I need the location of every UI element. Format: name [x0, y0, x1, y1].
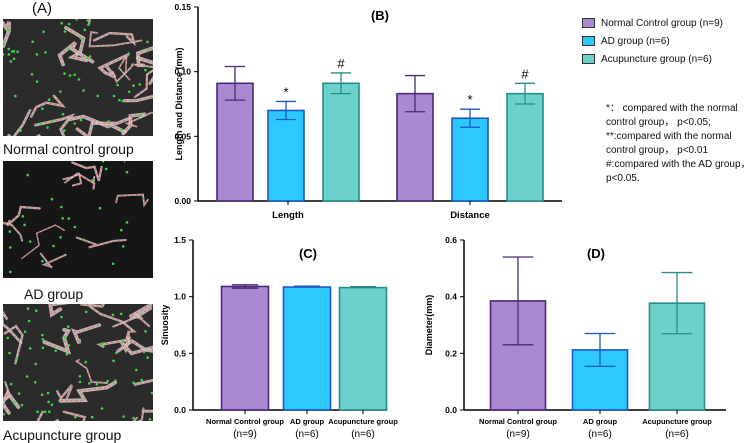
significance-mark: # [521, 66, 529, 81]
y-tick-label: 0.6 [445, 235, 457, 245]
legend-swatch [582, 36, 595, 46]
note-line: #:compared with the AD group， p<0.05. [606, 158, 753, 186]
chart-title: (D) [587, 246, 605, 261]
significance-mark: * [283, 84, 288, 99]
chart-title: (C) [299, 246, 317, 261]
legend-swatch [582, 18, 595, 28]
legend-item: Normal Control group (n=9) [582, 14, 723, 32]
legend-swatch [582, 54, 595, 64]
x-tick-n-label: (n=6) [588, 429, 612, 440]
x-tick-label: Distance [450, 210, 490, 221]
legend: Normal Control group (n=9) AD group (n=6… [582, 14, 723, 68]
y-tick-label: 1.5 [174, 235, 186, 245]
legend-item: Acupuncture group (n=6) [582, 50, 723, 68]
x-tick-label: Normal Control group [479, 417, 557, 426]
x-tick-n-label: (n=6) [295, 429, 319, 440]
chart-c: (C) 0.0 0.5 1.0 1.5 Sinuosity Normal Control g… [160, 235, 398, 440]
x-tick-label: Acupuncture group [642, 417, 712, 426]
y-tick-label: 0.00 [174, 196, 191, 206]
y-tick-label: 0.5 [174, 348, 186, 358]
bar [284, 287, 331, 410]
y-axis-label: Diameter(mm) [424, 295, 434, 356]
x-tick-label: Normal Control group [206, 417, 284, 426]
legend-label: Normal Control group (n=9) [601, 18, 723, 29]
bar [323, 83, 359, 201]
note-line: **:compared with the normal control grou… [606, 130, 753, 158]
x-tick-label: AD group [290, 417, 325, 426]
x-tick-label: AD group [583, 417, 618, 426]
y-tick-label: 0.0 [445, 405, 457, 415]
y-tick-label: 0.15 [174, 2, 191, 12]
bar [222, 286, 269, 410]
bar [507, 94, 543, 201]
x-tick-n-label: (n=6) [665, 429, 689, 440]
bar [268, 110, 304, 201]
x-tick-n-label: (n=9) [233, 429, 257, 440]
x-tick-n-label: (n=6) [351, 429, 375, 440]
legend-label: Acupuncture group (n=6) [601, 54, 712, 65]
significance-mark: # [337, 56, 345, 71]
x-tick-n-label: (n=9) [506, 429, 530, 440]
x-tick-label: Length [272, 210, 304, 221]
legend-item: AD group (n=6) [582, 32, 723, 50]
chart-title: (B) [371, 8, 389, 23]
y-tick-label: 0.0 [174, 405, 186, 415]
y-tick-label: 1.0 [174, 292, 186, 302]
bar [452, 118, 488, 201]
significance-mark: * [467, 92, 472, 107]
note-line: *： compared with the normal control grou… [606, 102, 753, 130]
chart-d: (D) 0.0 0.2 0.4 0.6 Diameter(mm) Normal Contro… [424, 235, 726, 440]
legend-label: AD group (n=6) [601, 36, 670, 47]
bar [340, 288, 387, 410]
y-tick-label: 0.2 [445, 348, 457, 358]
y-tick-label: 0.4 [445, 292, 457, 302]
y-axis-label: Length and Distance (mm) [174, 47, 184, 160]
x-tick-label: Acupuncture group [328, 417, 398, 426]
bar [217, 83, 253, 201]
significance-notes: *： compared with the normal control grou… [606, 102, 753, 186]
y-axis-label: Sinuosity [160, 305, 170, 346]
